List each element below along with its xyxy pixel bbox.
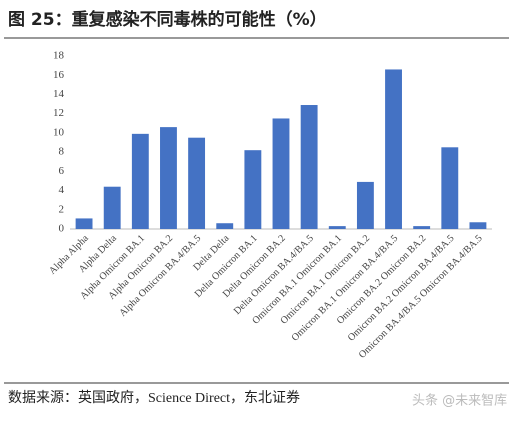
y-tick-label: 12: [53, 107, 64, 119]
y-tick-label: 10: [53, 126, 65, 138]
bar: [469, 222, 487, 229]
y-tick-label: 6: [59, 165, 65, 177]
y-tick-label: 18: [53, 50, 65, 62]
bar: [385, 69, 402, 229]
y-tick-label: 0: [59, 223, 65, 235]
bar: [75, 218, 93, 229]
bar: [160, 127, 177, 229]
bar: [131, 133, 149, 229]
y-tick-label: 16: [53, 69, 65, 81]
bar: [300, 105, 318, 229]
bar: [272, 118, 290, 229]
bar: [103, 186, 121, 229]
bar: [328, 226, 346, 229]
y-tick-label: 8: [59, 146, 65, 158]
bar: [188, 137, 206, 229]
bar: [244, 150, 262, 229]
bar: [356, 181, 374, 229]
chart-title: 图 25：重复感染不同毒株的可能性（%）: [8, 9, 327, 30]
source: 数据来源：英国政府，Science Direct，东北证券: [8, 389, 300, 406]
watermark: 头条 @未来智库: [412, 393, 507, 409]
bar: [216, 223, 234, 229]
y-tick-label: 2: [59, 203, 65, 215]
bar: [441, 147, 459, 229]
y-tick-label: 4: [59, 184, 65, 196]
y-tick-label: 14: [53, 88, 65, 100]
bar: [413, 226, 431, 229]
